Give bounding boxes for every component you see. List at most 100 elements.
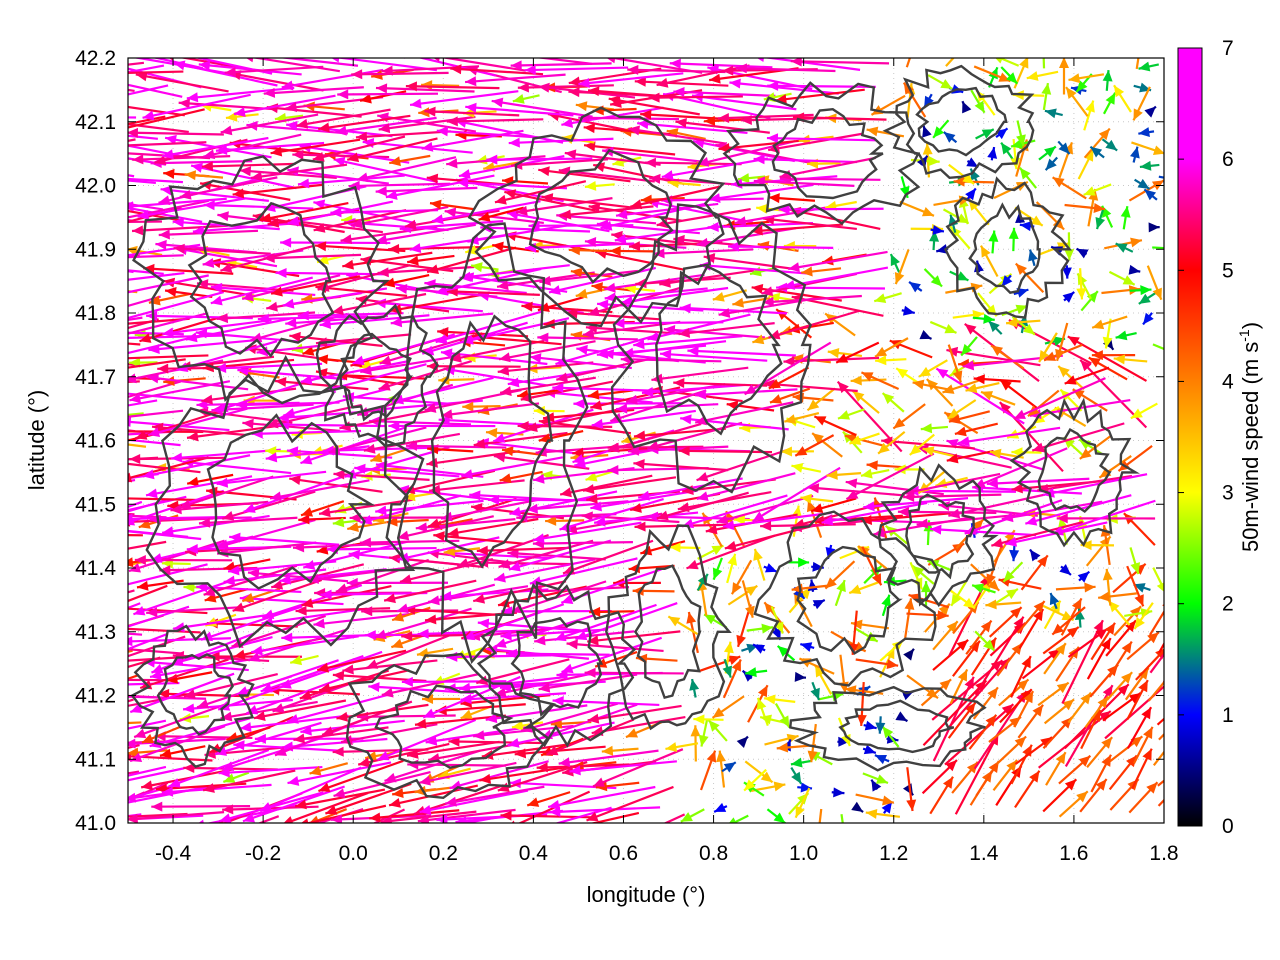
wind-arrow [493, 558, 596, 583]
wind-arrow-head [507, 737, 520, 748]
wind-arrow [849, 432, 880, 445]
wind-arrow-head [379, 355, 392, 366]
wind-arrow [417, 808, 516, 823]
wind-arrow [133, 702, 228, 739]
wind-arrow-head [313, 199, 326, 210]
wind-arrow-shaft [562, 539, 654, 575]
wind-arrow-head [333, 469, 345, 480]
wind-arrow-head [807, 579, 818, 592]
wind-arrow [851, 801, 864, 813]
wind-arrow [806, 387, 836, 412]
wind-arrow-head [647, 440, 660, 451]
wind-arrow [787, 250, 888, 273]
wind-arrow [247, 568, 349, 583]
wind-arrow-head [1117, 684, 1129, 696]
wind-arrow [559, 474, 653, 498]
wind-arrow [780, 446, 814, 457]
wind-arrow-head [271, 579, 284, 590]
wind-arrow-head [419, 775, 431, 786]
wind-arrow [128, 649, 133, 653]
wind-arrow-head [395, 284, 408, 294]
wind-arrow-head [939, 679, 952, 691]
wind-arrow [921, 581, 932, 607]
wind-arrow [303, 540, 409, 570]
wind-arrow-head [1147, 632, 1159, 644]
wind-arrow-head [1040, 737, 1053, 748]
wind-arrow [680, 808, 705, 823]
colorbar [1177, 47, 1203, 827]
wind-arrow-shaft [440, 498, 540, 520]
wind-arrow [128, 399, 158, 407]
wind-arrow-head [1090, 709, 1101, 722]
wind-arrow-head [441, 409, 453, 420]
wind-arrow-head [1058, 366, 1070, 378]
wind-arrow-head [609, 246, 621, 257]
wind-arrow [730, 559, 753, 595]
wind-arrow-head [943, 131, 956, 143]
wind-arrow-head [95, 199, 107, 209]
wind-arrow-head [216, 539, 229, 550]
wind-arrow-head [508, 137, 520, 148]
wind-arrow-shaft [403, 469, 496, 493]
wind-arrow [128, 290, 138, 294]
wind-arrow [689, 678, 700, 698]
wind-arrow-head [303, 560, 316, 570]
wind-arrow-head [403, 58, 405, 59]
wind-arrow-head [158, 195, 171, 206]
wind-arrow [831, 787, 845, 798]
wind-arrow [647, 313, 751, 342]
wind-arrow-shaft [499, 376, 596, 394]
wind-arrow-head [332, 670, 345, 681]
wind-arrow [669, 542, 701, 553]
wind-arrow [873, 292, 902, 303]
wind-arrow-shaft [680, 417, 789, 431]
wind-arrow [352, 333, 456, 366]
wind-arrow-head [378, 381, 391, 391]
wind-arrow-head [443, 546, 456, 557]
wind-arrow-shaft [807, 486, 905, 497]
wind-arrow [727, 584, 758, 606]
wind-arrow-head [929, 230, 940, 242]
wind-arrow-head [610, 97, 622, 108]
wind-arrow-head [389, 156, 401, 167]
wind-arrow-head [756, 58, 764, 63]
wind-arrow [1067, 628, 1108, 658]
wind-arrow-head [203, 783, 215, 793]
wind-arrow-head [251, 645, 263, 656]
wind-arrow-head [1152, 287, 1162, 300]
wind-arrow-head [1080, 540, 1092, 551]
wind-arrow [133, 579, 233, 616]
wind-arrow-head [473, 593, 486, 604]
wind-arrow [1043, 642, 1067, 675]
wind-arrow-head [202, 362, 215, 373]
wind-arrow [1115, 242, 1134, 253]
wind-arrow-head [242, 418, 254, 429]
wind-arrow-head [760, 520, 772, 531]
wind-arrow-head [351, 218, 363, 229]
contour-line-inner [915, 86, 1008, 157]
wind-arrow-head [473, 730, 485, 741]
wind-arrow [762, 294, 862, 307]
wind-arrow-shaft [744, 341, 832, 396]
wind-arrow [424, 106, 520, 117]
wind-arrow-shaft [282, 287, 388, 307]
wind-arrow-head [361, 606, 373, 617]
wind-arrow [790, 757, 812, 768]
wind-arrow-head [90, 201, 102, 211]
wind-arrow-shaft [479, 765, 570, 782]
wind-arrow-shaft [128, 317, 190, 325]
wind-arrow-head [570, 267, 583, 278]
wind-arrow-head [220, 125, 233, 136]
wind-arrow [342, 251, 433, 270]
wind-arrow-head [163, 376, 175, 387]
wind-arrow [821, 501, 928, 526]
wind-arrow [508, 137, 614, 148]
wind-arrow-shaft [146, 605, 246, 614]
wind-arrow-head [1064, 249, 1075, 261]
wind-arrow-head [146, 311, 158, 322]
wind-arrow [1065, 86, 1089, 117]
wind-arrow-shaft [974, 616, 1025, 696]
wind-arrow-head [297, 310, 309, 321]
wind-arrow [132, 58, 226, 75]
wind-arrow-shaft [399, 220, 504, 230]
